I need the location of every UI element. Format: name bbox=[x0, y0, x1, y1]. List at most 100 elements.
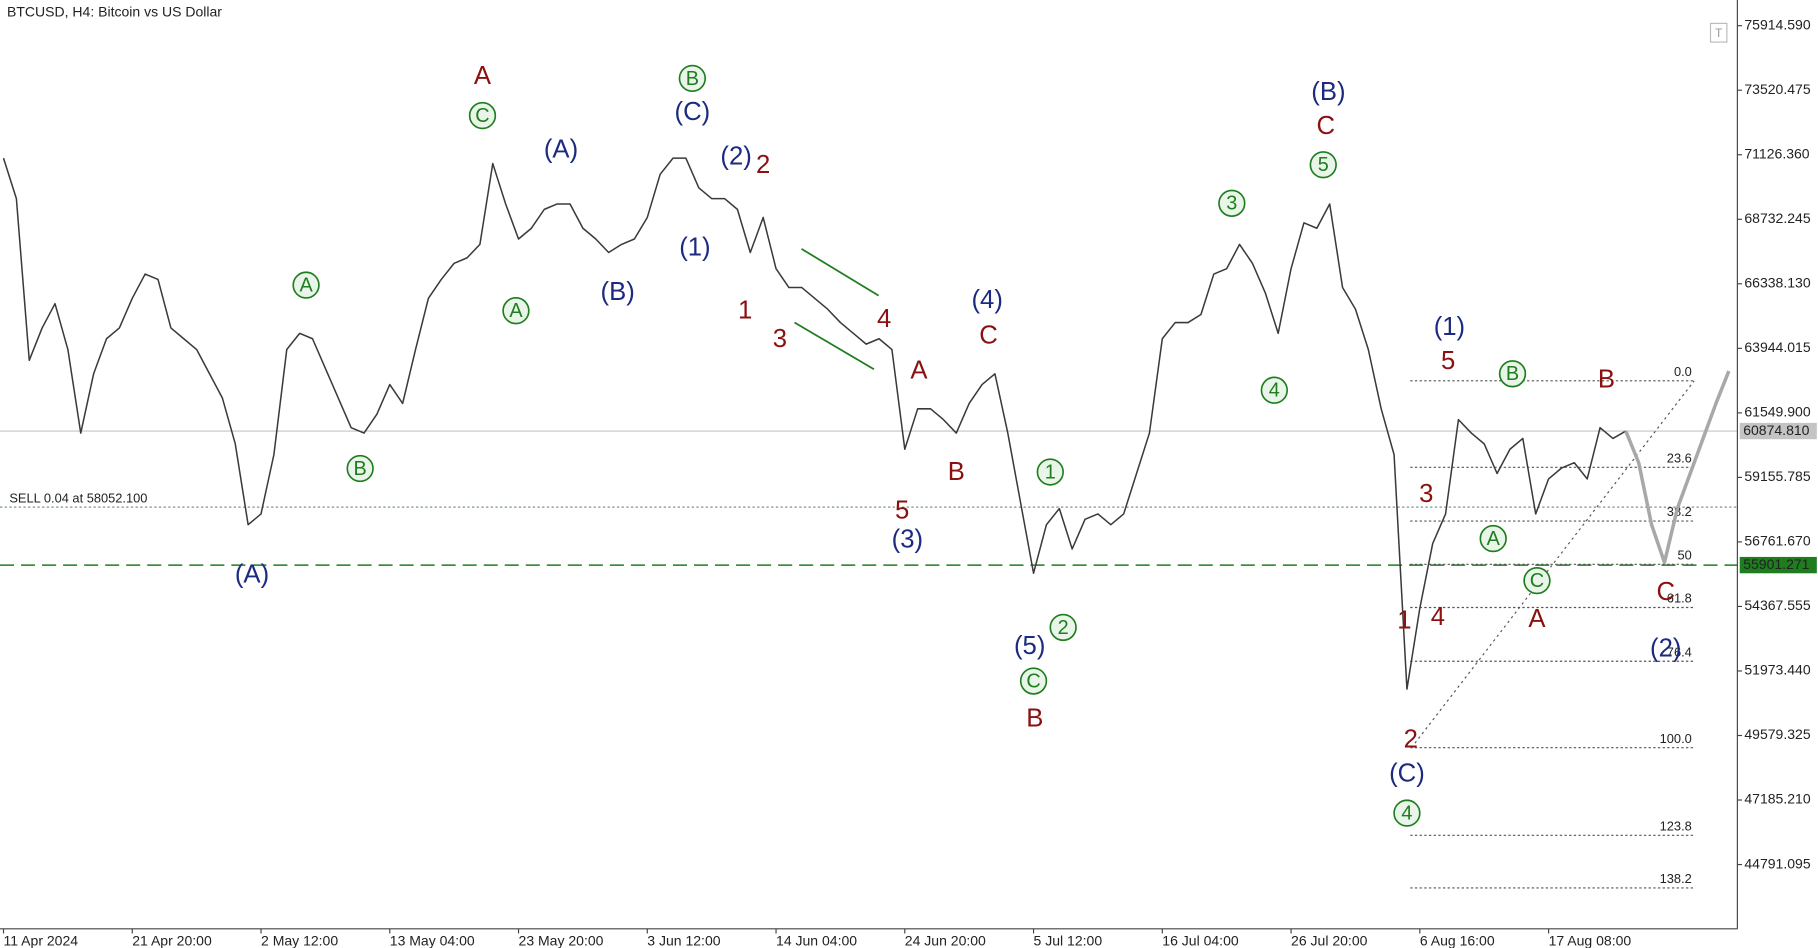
x-tick-label: 24 Jun 20:00 bbox=[905, 932, 986, 948]
y-tick-label: 73520.475 bbox=[1744, 81, 1810, 97]
wave-label: (C) bbox=[675, 98, 711, 126]
wave-label: (2) bbox=[1650, 634, 1681, 662]
fib-level-label: 38.2 bbox=[1667, 504, 1692, 519]
y-tick-label: 51973.440 bbox=[1744, 662, 1810, 678]
x-tick-label: 17 Aug 08:00 bbox=[1549, 932, 1632, 948]
wave-label: A bbox=[299, 275, 313, 297]
price-box bbox=[1739, 556, 1817, 574]
fib-trendline bbox=[1410, 380, 1695, 749]
wave-circle bbox=[1218, 189, 1246, 217]
y-tick-label: 49579.325 bbox=[1744, 726, 1810, 742]
y-tick-label: 63944.015 bbox=[1744, 339, 1810, 355]
price-series bbox=[2, 157, 1731, 690]
wave-label: (4) bbox=[971, 286, 1002, 314]
wave-label: 1 bbox=[738, 297, 752, 325]
wave-label: 4 bbox=[1431, 603, 1445, 631]
wave-label: 2 bbox=[756, 151, 770, 179]
wave-label: (A) bbox=[544, 136, 578, 164]
price-box bbox=[1739, 422, 1817, 440]
wave-label: A bbox=[474, 62, 492, 90]
projection-line bbox=[1624, 370, 1731, 565]
wave-circle bbox=[1479, 524, 1507, 553]
y-tick-label: 56761.670 bbox=[1744, 533, 1810, 549]
wave-label: A bbox=[509, 300, 523, 322]
trade-icon-glyph: T bbox=[1715, 27, 1722, 40]
wave-circle bbox=[678, 64, 707, 93]
y-tick-label: 61549.900 bbox=[1744, 404, 1810, 420]
x-tick-label: 6 Aug 16:00 bbox=[1420, 932, 1495, 948]
wave-label: (3) bbox=[892, 526, 923, 554]
price-box-label: 60874.810 bbox=[1743, 422, 1809, 438]
wave-label: (C) bbox=[1389, 759, 1425, 787]
wave-label: (B) bbox=[1311, 78, 1345, 106]
wave-label: C bbox=[1530, 570, 1544, 592]
wave-label: 5 bbox=[895, 497, 909, 525]
y-tick-label: 47185.210 bbox=[1744, 791, 1810, 807]
fib-level-label: 76.4 bbox=[1667, 644, 1692, 659]
price-line bbox=[2, 157, 1627, 690]
fib-level-label: 100.0 bbox=[1660, 731, 1692, 746]
x-tick-label: 5 Jul 12:00 bbox=[1034, 932, 1103, 948]
wave-circle bbox=[502, 297, 530, 325]
trade-icon[interactable] bbox=[1709, 22, 1728, 43]
wave-label: (1) bbox=[679, 234, 710, 262]
x-tick-label: 13 May 04:00 bbox=[390, 932, 475, 948]
chart-title: BTCUSD, H4: Bitcoin vs US Dollar bbox=[7, 4, 222, 20]
fib-level-label: 138.2 bbox=[1660, 871, 1692, 886]
y-tick-label: 44791.095 bbox=[1744, 855, 1810, 871]
fib-level-label: 123.8 bbox=[1660, 819, 1692, 834]
wave-label: 3 bbox=[1419, 480, 1433, 508]
y-tick-label: 75914.590 bbox=[1744, 16, 1810, 32]
wave-circle bbox=[292, 271, 320, 299]
fib-level-label: 61.8 bbox=[1667, 591, 1692, 606]
wave-label: 3 bbox=[773, 325, 787, 353]
wave-label: A bbox=[1528, 605, 1546, 633]
wave-circle bbox=[1498, 360, 1527, 388]
x-tick-label: 14 Jun 04:00 bbox=[776, 932, 857, 948]
x-tick-label: 11 Apr 2024 bbox=[4, 932, 79, 948]
fib-level-label: 23.6 bbox=[1667, 451, 1692, 466]
y-tick-label: 54367.555 bbox=[1744, 597, 1810, 613]
wave-circle bbox=[346, 454, 374, 483]
x-tick-label: 26 Jul 20:00 bbox=[1291, 932, 1368, 948]
wave-label: (1) bbox=[1434, 313, 1465, 341]
wave-circle bbox=[1393, 799, 1421, 827]
fib-level-label: 0.0 bbox=[1674, 364, 1692, 379]
wave-circle bbox=[1036, 458, 1064, 486]
x-tick-label: 3 Jun 12:00 bbox=[647, 932, 720, 948]
wave-label: 1 bbox=[1397, 607, 1411, 635]
wave-circle bbox=[1260, 376, 1288, 404]
wave-label: B bbox=[1506, 363, 1519, 385]
x-tick-label: 2 May 12:00 bbox=[261, 932, 338, 948]
wave-label: C bbox=[979, 321, 998, 349]
channel-line bbox=[794, 321, 875, 370]
wave-label: B bbox=[948, 458, 965, 486]
y-tick-label: 71126.360 bbox=[1744, 145, 1809, 161]
wave-label: 1 bbox=[1045, 461, 1056, 483]
wave-label: B bbox=[686, 68, 699, 90]
channel-line bbox=[801, 248, 880, 297]
wave-circle bbox=[1049, 613, 1077, 642]
wave-label: C bbox=[1656, 578, 1675, 606]
wave-label: A bbox=[910, 356, 928, 384]
wave-label: 4 bbox=[1269, 380, 1280, 402]
fib-level-label: 50 bbox=[1678, 547, 1692, 562]
sell-order-label: SELL 0.04 at 58052.100 bbox=[9, 490, 147, 505]
wave-label: 2 bbox=[1058, 617, 1069, 639]
wave-label: B bbox=[1598, 366, 1615, 394]
reference-lines: SELL 0.04 at 58052.100 0.0 23.6 38.2 50 61.8 7… bbox=[0, 364, 1738, 889]
wave-label: 2 bbox=[1404, 726, 1418, 754]
wave-label: (A) bbox=[235, 561, 269, 589]
y-tick-label: 59155.785 bbox=[1744, 468, 1810, 484]
wave-circle bbox=[1523, 566, 1551, 595]
x-tick-label: 23 May 20:00 bbox=[519, 932, 604, 948]
wave-circle bbox=[468, 101, 497, 130]
wave-labels: AC(A)B(C)(2) 2(1)134AA(B)B(A)AC(4)B5(3)12… bbox=[235, 62, 1681, 827]
wave-label: (2) bbox=[720, 143, 751, 171]
wave-label: C bbox=[1026, 670, 1040, 692]
wave-circle bbox=[1019, 667, 1048, 695]
wave-label: 5 bbox=[1318, 154, 1329, 176]
